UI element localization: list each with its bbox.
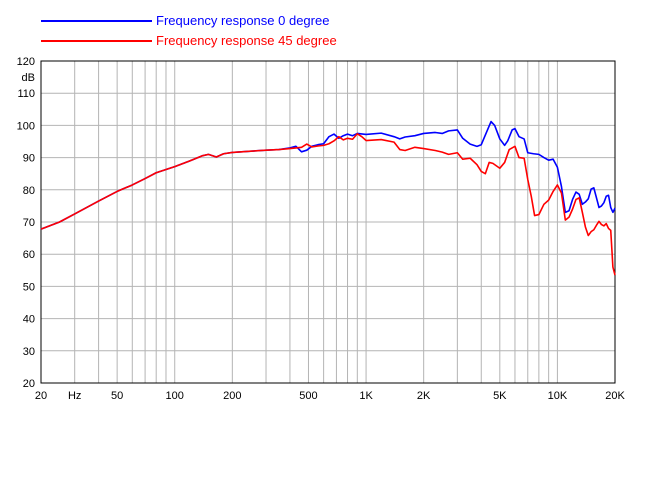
y-axis-unit-label: dB: [22, 72, 35, 84]
x-axis-unit-label: Hz: [68, 390, 81, 402]
legend: Frequency response 0 degree Frequency re…: [41, 13, 337, 48]
legend-label-0deg: Frequency response 0 degree: [156, 13, 329, 28]
y-tick-label: 120: [17, 56, 35, 68]
plot-frame: [40, 60, 616, 384]
x-tick-label: 2K: [417, 390, 431, 402]
y-tick-label: 20: [23, 378, 35, 390]
y-tick-label: 60: [23, 249, 35, 261]
x-tick-label: 500: [299, 390, 317, 402]
x-tick-label: 10K: [548, 390, 568, 402]
x-tick-label: 50: [111, 390, 123, 402]
y-tick-label: 70: [23, 217, 35, 229]
x-tick-label: 100: [166, 390, 184, 402]
legend-label-45deg: Frequency response 45 degree: [156, 33, 337, 48]
y-tick-label: 90: [23, 153, 35, 165]
y-tick-label: 50: [23, 281, 35, 293]
series-line-45deg: [40, 132, 616, 276]
y-tick-label: 40: [23, 314, 35, 326]
y-tick-label: 100: [17, 120, 35, 132]
x-tick-label: 20K: [605, 390, 625, 402]
y-tick-label: 80: [23, 185, 35, 197]
series-line-0deg: [40, 120, 616, 230]
plot-area: 20 30 40 50 60 70 80 90 100 110 120 dB 20 50 100 200 500…: [17, 56, 626, 402]
x-tick-label: 20: [35, 390, 47, 402]
y-tick-label: 30: [23, 346, 35, 358]
x-tick-label: 5K: [493, 390, 507, 402]
x-tick-label: 200: [223, 390, 241, 402]
x-tick-label: 1K: [359, 390, 373, 402]
y-tick-label: 110: [17, 88, 35, 100]
